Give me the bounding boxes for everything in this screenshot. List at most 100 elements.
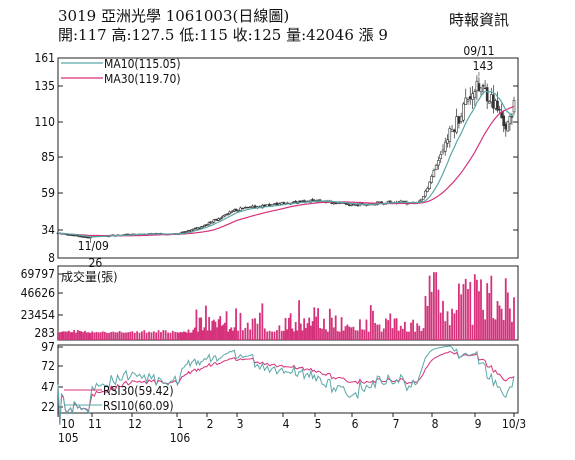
volume-bar bbox=[348, 326, 351, 340]
volume-bar bbox=[58, 332, 61, 340]
volume-bar bbox=[120, 332, 123, 340]
volume-bar bbox=[502, 319, 505, 340]
candle-body bbox=[212, 219, 216, 223]
volume-bar bbox=[354, 330, 357, 340]
volume-bar bbox=[420, 330, 423, 340]
volume-bar bbox=[361, 329, 364, 340]
volume-bar bbox=[498, 305, 501, 340]
volume-bar bbox=[372, 310, 374, 340]
volume-bar bbox=[359, 319, 361, 340]
candle-body bbox=[502, 115, 505, 127]
volume-bar bbox=[67, 330, 70, 340]
price-tick-label: 85 bbox=[41, 150, 55, 164]
ma10-line bbox=[57, 90, 515, 238]
volume-bar bbox=[342, 330, 345, 340]
volume-bar bbox=[430, 291, 433, 340]
volume-bar bbox=[57, 332, 59, 340]
volume-bar bbox=[350, 327, 353, 340]
volume-bar bbox=[412, 319, 415, 340]
volume-bar bbox=[237, 330, 239, 340]
volume-bar bbox=[176, 332, 179, 340]
volume-title: 成交量(張) bbox=[61, 269, 117, 284]
volume-bar bbox=[451, 308, 453, 340]
rsi-tick-label: 22 bbox=[41, 400, 55, 414]
volume-bar bbox=[203, 327, 206, 340]
candle-body bbox=[422, 196, 425, 200]
volume-bar bbox=[112, 331, 115, 340]
volume-bar bbox=[122, 332, 125, 340]
candle-body bbox=[504, 123, 508, 130]
volume-bar bbox=[286, 329, 289, 340]
volume-bar bbox=[296, 330, 299, 340]
volume-bar bbox=[261, 303, 264, 340]
volume-bar bbox=[95, 332, 98, 340]
high-value-label: 143 bbox=[473, 59, 494, 73]
volume-bar bbox=[319, 327, 321, 340]
candle-body bbox=[475, 80, 479, 92]
candle-body bbox=[481, 85, 485, 87]
candle-body bbox=[466, 99, 470, 102]
candle-body bbox=[275, 202, 279, 206]
volume-bar bbox=[87, 332, 90, 340]
volume-bar bbox=[268, 330, 271, 340]
volume-bar bbox=[174, 331, 177, 340]
volume-bar bbox=[266, 331, 269, 340]
volume-bar bbox=[222, 324, 225, 340]
candle-body bbox=[218, 218, 222, 220]
legend-ma30: MA30(119.70) bbox=[104, 72, 181, 86]
volume-bar bbox=[475, 279, 478, 340]
rsi-tick-label: 47 bbox=[41, 380, 55, 394]
volume-bar bbox=[116, 332, 119, 340]
volume-bar bbox=[439, 312, 442, 340]
volume-bar bbox=[389, 313, 392, 340]
volume-bar bbox=[303, 318, 306, 340]
candle-body bbox=[457, 116, 461, 124]
low-date-label: 11/09 bbox=[78, 239, 109, 253]
volume-bar bbox=[171, 330, 174, 340]
volume-bar bbox=[442, 300, 444, 340]
volume-bar bbox=[323, 318, 325, 340]
candle-body bbox=[439, 154, 443, 159]
volume-bar bbox=[131, 331, 134, 340]
volume-bar bbox=[367, 331, 370, 340]
volume-bar bbox=[288, 317, 290, 340]
legend-ma10: MA10(115.05) bbox=[104, 57, 181, 71]
volume-bar bbox=[280, 330, 283, 340]
volume-bar bbox=[326, 331, 329, 340]
candle-body bbox=[496, 100, 499, 111]
volume-bar bbox=[284, 318, 287, 340]
candle-body bbox=[459, 116, 463, 122]
volume-bar bbox=[258, 312, 261, 340]
volume-bar bbox=[246, 322, 249, 340]
candle-body bbox=[428, 181, 431, 189]
price-tick-label: 110 bbox=[34, 115, 55, 129]
volume-bar bbox=[385, 318, 387, 340]
volume-bar bbox=[241, 330, 244, 340]
x-tick-label: 8 bbox=[432, 417, 439, 431]
volume-bar bbox=[129, 331, 132, 340]
volume-bar bbox=[76, 330, 79, 340]
volume-bar bbox=[403, 321, 406, 340]
volume-bar bbox=[152, 331, 155, 340]
volume-bar bbox=[235, 308, 237, 340]
volume-bar bbox=[216, 327, 218, 340]
volume-bar bbox=[513, 297, 515, 340]
volume-bar bbox=[457, 283, 460, 340]
volume-bar bbox=[432, 272, 435, 340]
volume-bar bbox=[317, 308, 319, 340]
volume-bar bbox=[200, 317, 203, 340]
volume-bar bbox=[244, 327, 247, 340]
price-tick-label: 59 bbox=[41, 186, 55, 200]
volume-bar bbox=[239, 312, 242, 340]
volume-bar bbox=[508, 308, 511, 340]
volume-bar bbox=[190, 332, 193, 340]
volume-bar bbox=[426, 305, 429, 340]
volume-bar bbox=[251, 318, 254, 340]
volume-bar bbox=[378, 324, 381, 340]
x-year-label: 105 bbox=[58, 431, 79, 445]
candle-body bbox=[446, 139, 449, 144]
volume-bar bbox=[118, 331, 121, 340]
volume-bar bbox=[299, 323, 302, 340]
volume-bar bbox=[187, 329, 190, 340]
volume-bar bbox=[469, 281, 472, 340]
